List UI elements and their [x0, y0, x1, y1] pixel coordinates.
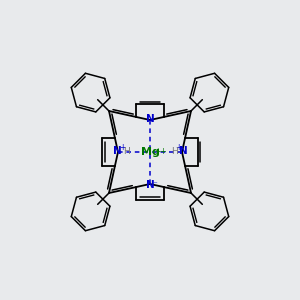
- Text: +: +: [119, 142, 125, 152]
- Text: N: N: [146, 181, 154, 190]
- Text: H: H: [171, 146, 177, 155]
- Text: N: N: [146, 113, 154, 124]
- Text: Mg: Mg: [141, 147, 159, 157]
- Text: ⁻: ⁻: [153, 181, 158, 190]
- Text: N: N: [112, 146, 122, 156]
- Text: ++: ++: [154, 146, 167, 155]
- Text: N: N: [178, 146, 188, 156]
- Text: +: +: [175, 142, 181, 152]
- Text: H: H: [123, 146, 129, 155]
